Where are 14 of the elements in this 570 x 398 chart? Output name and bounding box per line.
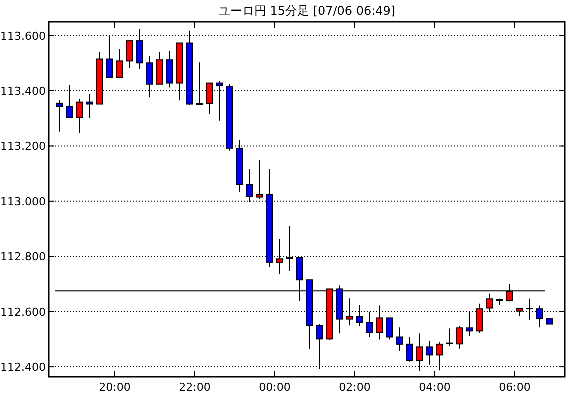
y-tick-label: 113.600	[0, 30, 46, 43]
y-tick-label: 112.600	[0, 306, 46, 319]
chart-title: ユーロ円 15分足 [07/06 06:49]	[218, 4, 396, 18]
x-tick-label: 04:00	[419, 381, 451, 394]
y-tick-label: 113.200	[0, 140, 46, 154]
x-tick-label: 20:00	[99, 381, 131, 394]
x-tick-label: 06:00	[499, 381, 531, 394]
y-tick-label: 113.000	[0, 195, 46, 208]
y-tick-label: 113.400	[0, 85, 46, 98]
y-tick-label: 112.800	[0, 250, 46, 264]
x-tick-label: 00:00	[259, 381, 291, 394]
y-tick-label: 112.400	[0, 361, 46, 374]
x-tick-label: 02:00	[339, 381, 371, 394]
x-tick-label: 22:00	[179, 381, 211, 394]
